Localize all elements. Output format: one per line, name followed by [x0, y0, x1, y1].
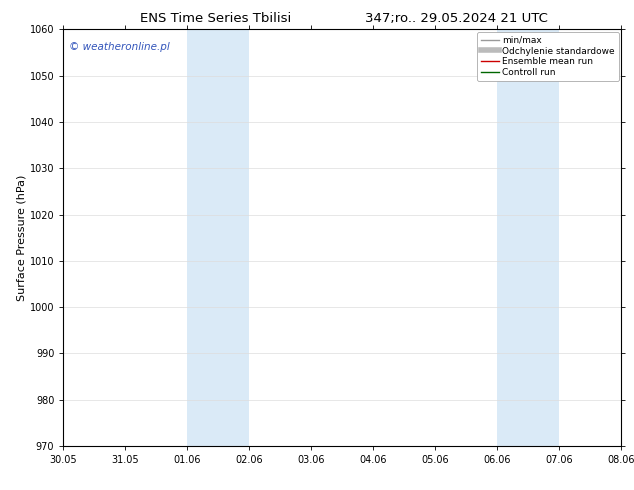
Bar	[497, 29, 559, 446]
Text: 347;ro.. 29.05.2024 21 UTC: 347;ro.. 29.05.2024 21 UTC	[365, 12, 548, 25]
Text: © weatheronline.pl: © weatheronline.pl	[69, 42, 170, 52]
Text: ENS Time Series Tbilisi: ENS Time Series Tbilisi	[140, 12, 291, 25]
Bar	[188, 29, 249, 446]
Y-axis label: Surface Pressure (hPa): Surface Pressure (hPa)	[17, 174, 27, 301]
Legend: min/max, Odchylenie standardowe, Ensemble mean run, Controll run: min/max, Odchylenie standardowe, Ensembl…	[477, 32, 619, 81]
